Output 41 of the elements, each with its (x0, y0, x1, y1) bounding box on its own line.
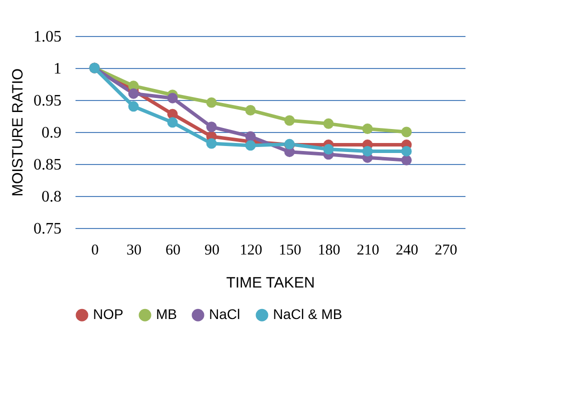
x-tick-label: 240 (396, 242, 418, 258)
point (362, 146, 373, 156)
point (401, 126, 412, 138)
legend-label: MB (156, 306, 177, 322)
x-tick-label: 150 (278, 242, 302, 258)
y-tick-label: 0.75 (34, 220, 62, 238)
x-tick-label: 90 (204, 242, 220, 258)
y-tick-label: 0.9 (42, 124, 62, 142)
legend-label: NOP (93, 306, 124, 322)
y-tick-label: 1.05 (34, 28, 62, 46)
x-tick-label: 120 (240, 242, 262, 258)
y-axis-title: MOISTURE RATIO (10, 68, 26, 197)
point (167, 117, 178, 128)
x-tick-label: 0 (91, 242, 99, 258)
y-tick-label: 1 (54, 60, 62, 78)
point (284, 115, 295, 126)
y-tick-label: 0.8 (42, 188, 62, 206)
x-tick-label: 30 (126, 242, 142, 258)
point (245, 140, 256, 151)
x-tick-label: 270 (434, 242, 458, 258)
point (245, 105, 256, 116)
legend-label: NaCl (209, 306, 240, 322)
point (206, 122, 217, 132)
x-axis-title: TIME TAKEN (226, 274, 315, 292)
point (323, 118, 334, 129)
point (362, 124, 373, 134)
x-tick-label: 180 (318, 242, 340, 258)
y-tick-label: 0.95 (34, 92, 62, 110)
point (206, 97, 217, 108)
point (245, 131, 256, 142)
point (128, 88, 139, 99)
point (401, 146, 412, 156)
point (206, 138, 217, 149)
x-tick-label: 210 (356, 242, 380, 258)
point (401, 154, 412, 166)
point (167, 92, 178, 104)
point (128, 101, 139, 112)
y-tick-label: 0.85 (34, 156, 62, 174)
x-tick-label: 60 (166, 242, 180, 258)
point (323, 144, 334, 155)
legend-label: NaCl & MB (273, 306, 342, 322)
